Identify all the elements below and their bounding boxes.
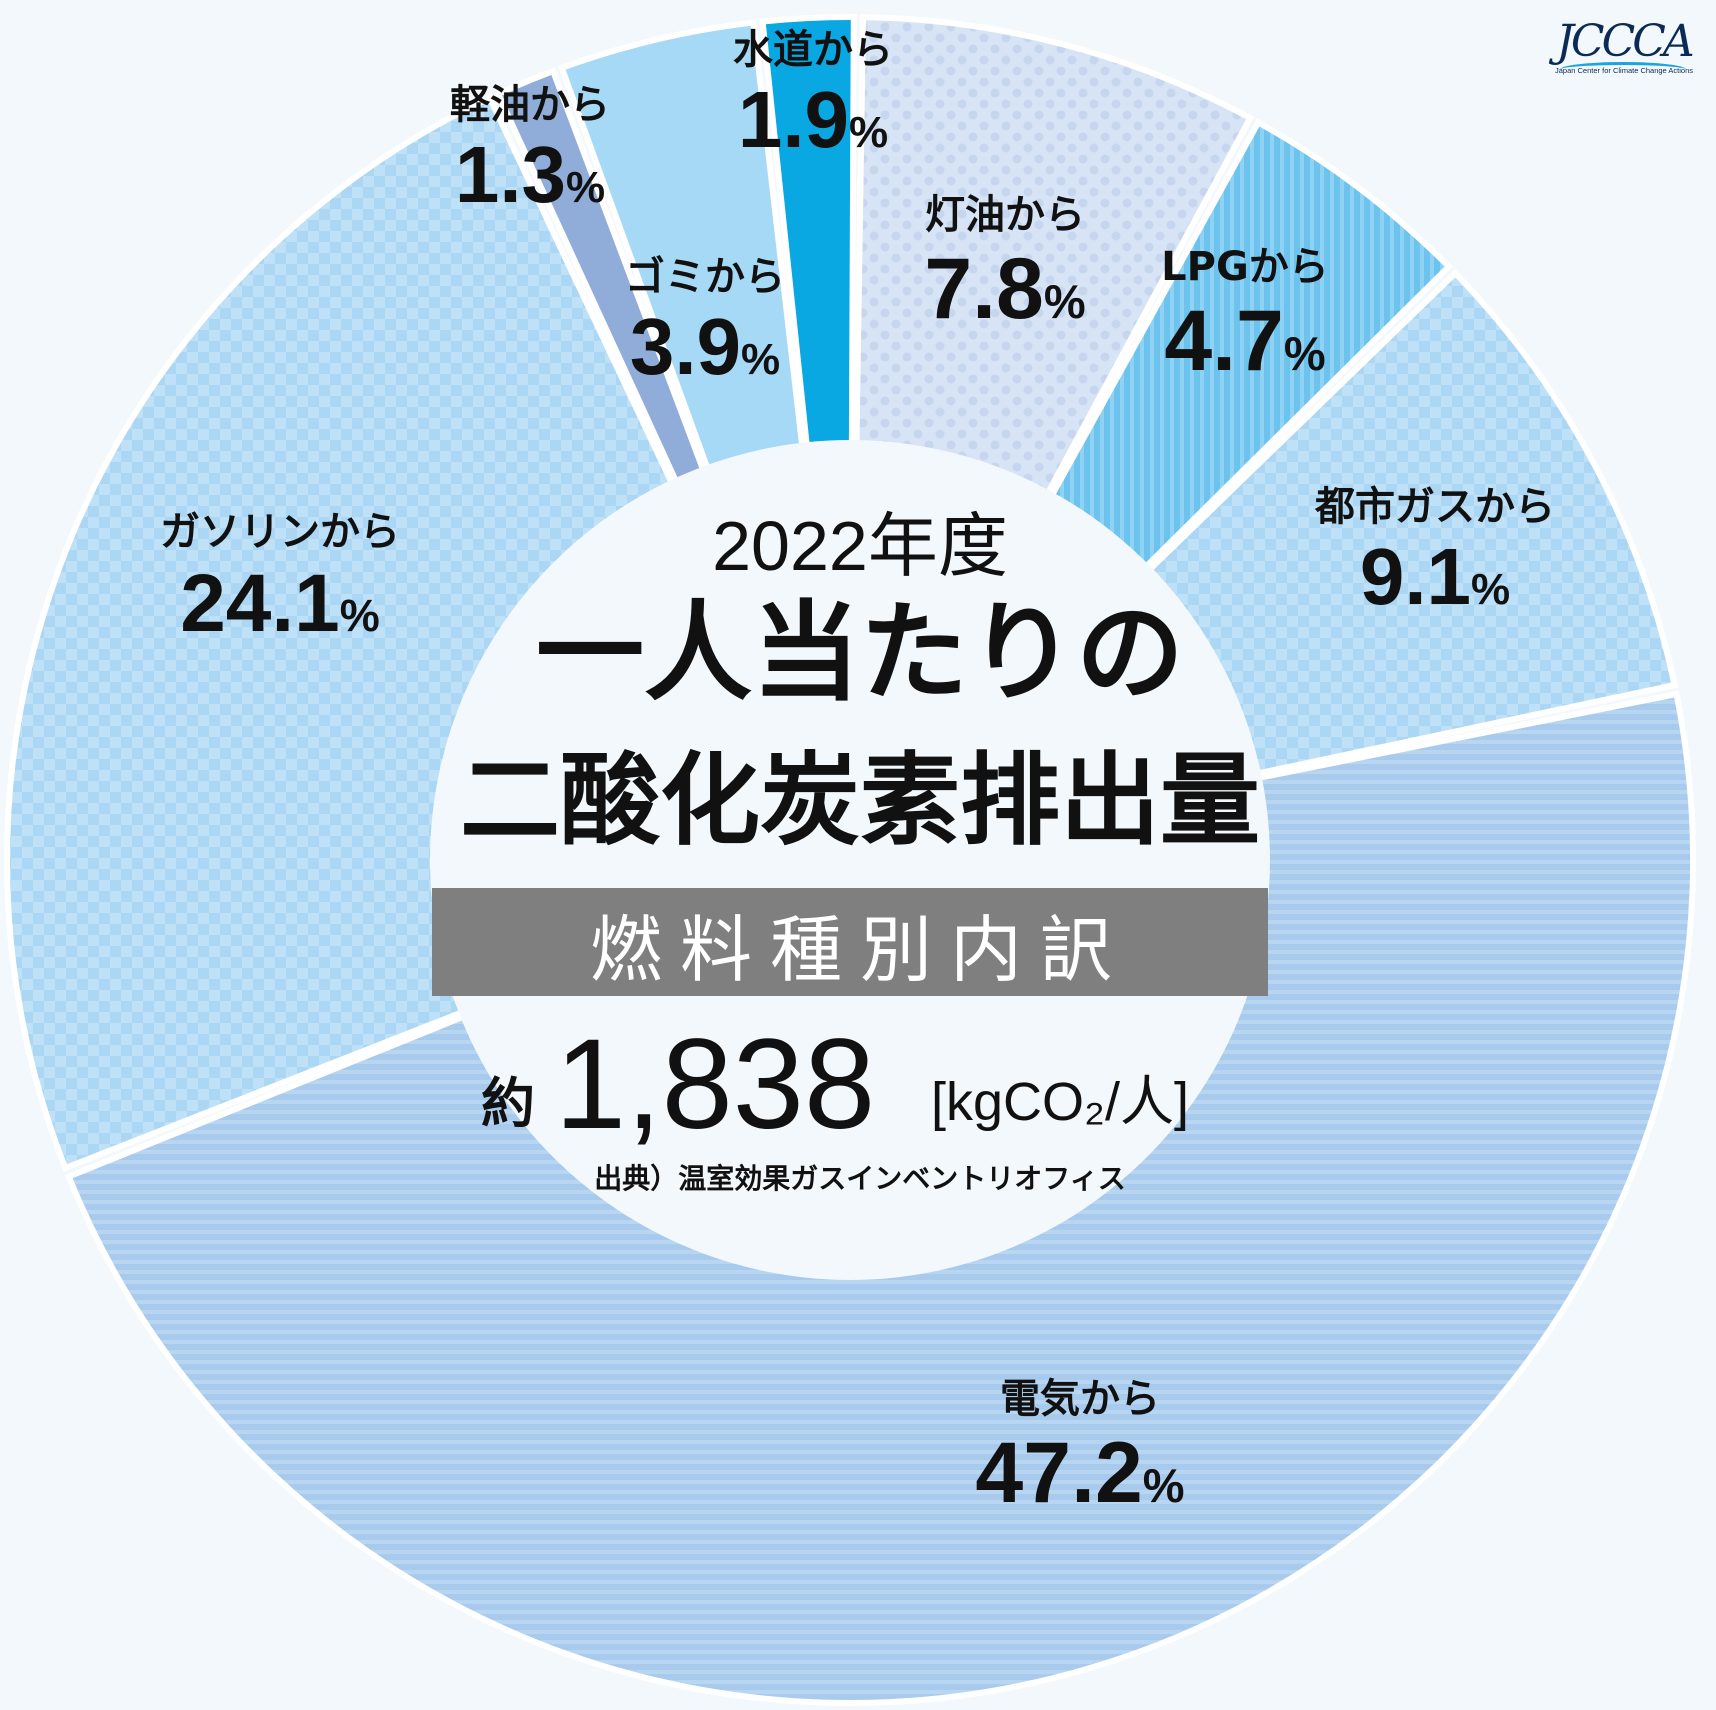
slice-value: 24.1% <box>180 558 380 649</box>
slice-label: ガソリンから <box>160 509 400 555</box>
center-title-line1: 一人当たりの <box>536 591 1184 716</box>
slice-label: 軽油から <box>450 82 610 128</box>
center-source: 出典）温室効果ガスインベントリオフィス <box>594 1162 1125 1195</box>
center-unit: [kgCO₂/人] <box>931 1072 1189 1132</box>
slice-label: 灯油から <box>925 192 1085 238</box>
slice-label: ゴミから <box>625 254 785 300</box>
center-year: 2022年度 <box>712 507 1008 585</box>
slice-value: 1.9% <box>738 75 888 164</box>
donut-hole <box>430 440 1270 1280</box>
center-band <box>432 888 1268 996</box>
slice-label: LPGから <box>1161 244 1329 290</box>
jccca-logo: JCCCA Japan Center for Climate Change Ac… <box>1554 16 1695 77</box>
logo-mark: JCCCA <box>1556 16 1694 67</box>
slice-value: 1.3% <box>455 130 605 219</box>
slice-value: 47.2% <box>975 1425 1184 1521</box>
slice-label: 水道から <box>733 27 893 73</box>
slice-value: 7.8% <box>924 241 1085 337</box>
slice-value: 9.1% <box>1360 532 1510 621</box>
center-title-line2: 二酸化炭素排出量 <box>460 742 1260 859</box>
center-approx: 約 <box>481 1072 535 1135</box>
slice-label: 都市ガスから <box>1314 484 1555 530</box>
slice-label: 電気から <box>1000 1376 1160 1422</box>
center-band-label: 燃料種別内訳 <box>590 908 1130 992</box>
logo-arc-icon <box>1560 62 1686 77</box>
center-total: 1,838 <box>555 1013 875 1156</box>
slice-value: 3.9% <box>630 302 780 391</box>
slice-value: 4.7% <box>1164 293 1325 389</box>
